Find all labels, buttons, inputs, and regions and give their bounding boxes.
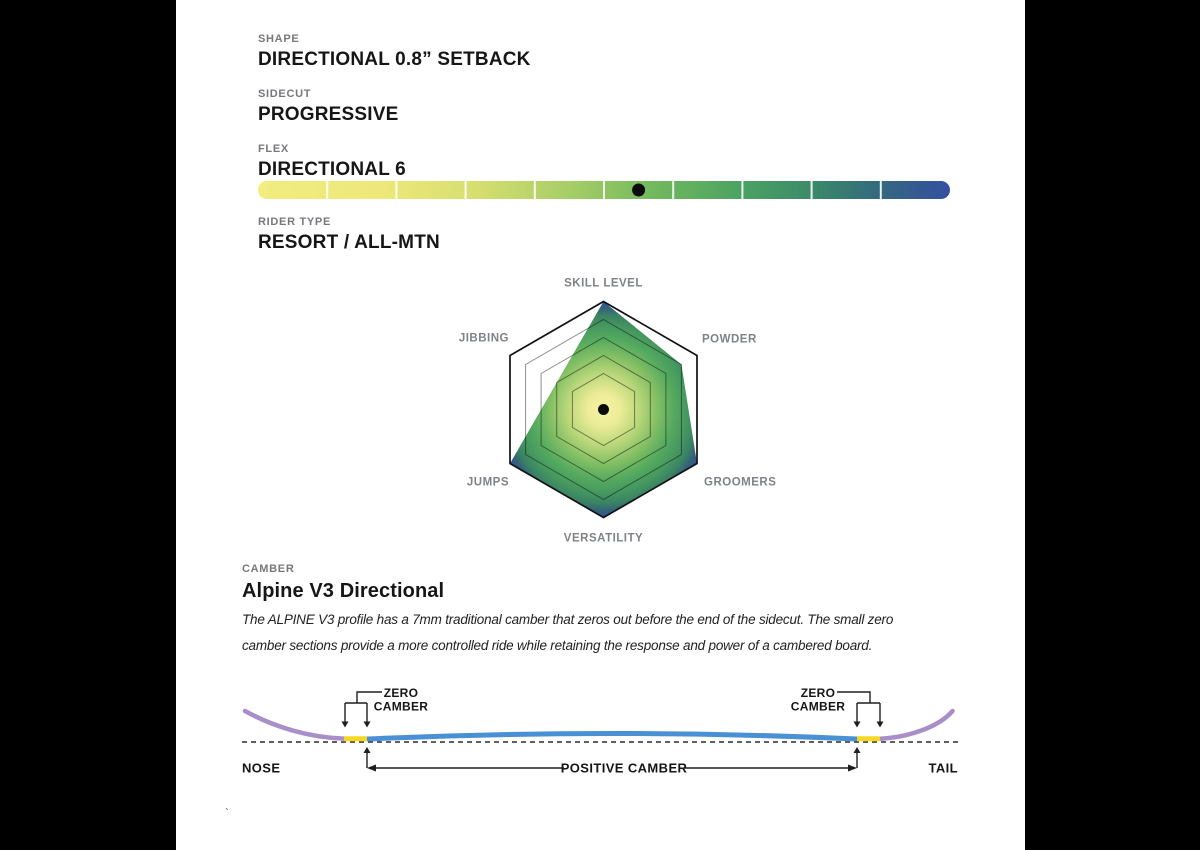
spec-shape-label: SHAPE bbox=[258, 33, 300, 45]
tail-rocker-curve bbox=[877, 708, 955, 741]
spec-flex: FLEX DIRECTIONAL 6 bbox=[258, 143, 406, 180]
tail-label: TAIL bbox=[928, 761, 958, 776]
spec-flex-label: FLEX bbox=[258, 143, 289, 155]
spec-flex-value: DIRECTIONAL 6 bbox=[258, 159, 406, 180]
radar-grid-ring bbox=[540, 336, 667, 483]
stray-mark: ` bbox=[225, 806, 229, 820]
radar-axis-label-jibbing: JIBBING bbox=[459, 333, 509, 345]
flex-value-dot bbox=[632, 183, 646, 197]
radar-grid-ring bbox=[556, 354, 651, 465]
zero-camber-label-left-line1: ZERO bbox=[384, 686, 419, 700]
radar-axis-label-versatility: VERSATILITY bbox=[564, 533, 643, 545]
camber-profile-diagram: ZERO CAMBER ZERO CAMBER POSITIVE CAMBER … bbox=[236, 680, 966, 792]
positive-camber-label: POSITIVE CAMBER bbox=[561, 761, 688, 776]
spec-rider-type-value: RESORT / ALL-MTN bbox=[258, 232, 440, 253]
nose-label: NOSE bbox=[242, 761, 280, 776]
ability-radar-chart: SKILL LEVEL POWDER GROOMERS VERSATILITY JUMP… bbox=[426, 270, 786, 555]
spec-sidecut: SIDECUT PROGRESSIVE bbox=[258, 88, 399, 125]
radar-axis-label-groomers: GROOMERS bbox=[704, 477, 776, 489]
camber-profile-svg: ZERO CAMBER ZERO CAMBER POSITIVE CAMBER … bbox=[242, 686, 958, 776]
camber-section-header: CAMBER Alpine V3 Directional bbox=[242, 563, 444, 602]
radar-grid-ring bbox=[525, 318, 682, 501]
right-arrow-icon bbox=[848, 764, 857, 772]
positive-camber-curve bbox=[366, 731, 858, 742]
radar-outer-hexagon bbox=[509, 300, 698, 519]
spec-rider-type-label: RIDER TYPE bbox=[258, 216, 332, 228]
spec-sidecut-label: SIDECUT bbox=[258, 88, 312, 100]
spec-shape: SHAPE DIRECTIONAL 0.8” SETBACK bbox=[258, 33, 531, 70]
radar-axis-label-powder: POWDER bbox=[702, 334, 757, 346]
spec-sidecut-value: PROGRESSIVE bbox=[258, 104, 399, 125]
nose-rocker-curve bbox=[242, 708, 348, 741]
spec-rider-type: RIDER TYPE RESORT / ALL-MTN bbox=[258, 216, 440, 253]
down-arrow-icon bbox=[876, 721, 884, 728]
up-arrow-icon bbox=[363, 747, 371, 753]
radar-chart-svg: SKILL LEVEL POWDER GROOMERS VERSATILITY JUMP… bbox=[459, 278, 776, 545]
zero-camber-label-left-line2: CAMBER bbox=[374, 700, 428, 714]
radar-grid-ring bbox=[571, 372, 636, 447]
flex-gauge-svg bbox=[258, 181, 950, 199]
radar-axis-label-skill-level: SKILL LEVEL bbox=[564, 278, 643, 290]
spec-shape-value: DIRECTIONAL 0.8” SETBACK bbox=[258, 49, 531, 70]
radar-center-dot bbox=[598, 404, 609, 415]
flex-gauge-bar bbox=[258, 181, 950, 199]
down-arrow-icon bbox=[853, 721, 861, 728]
camber-extent-ticks bbox=[366, 753, 858, 768]
down-arrow-icon bbox=[363, 721, 371, 728]
zero-camber-label-right-line1: ZERO bbox=[801, 686, 836, 700]
down-arrow-icon bbox=[341, 721, 349, 728]
camber-description-line1: The ALPINE V3 profile has a 7mm traditio… bbox=[242, 612, 894, 627]
zero-camber-bracket-right bbox=[837, 691, 881, 722]
camber-description-line2: camber sections provide a more controlle… bbox=[242, 638, 873, 653]
camber-label: CAMBER bbox=[242, 563, 295, 575]
radar-axis-label-jumps: JUMPS bbox=[467, 477, 509, 489]
zero-camber-label-right-line2: CAMBER bbox=[791, 700, 845, 714]
up-arrow-icon bbox=[853, 747, 861, 753]
spec-sheet-panel: SHAPE DIRECTIONAL 0.8” SETBACK SIDECUT P… bbox=[176, 0, 1025, 850]
left-arrow-icon bbox=[367, 764, 376, 772]
camber-title: Alpine V3 Directional bbox=[242, 580, 445, 602]
zero-camber-bracket-left bbox=[344, 691, 382, 722]
